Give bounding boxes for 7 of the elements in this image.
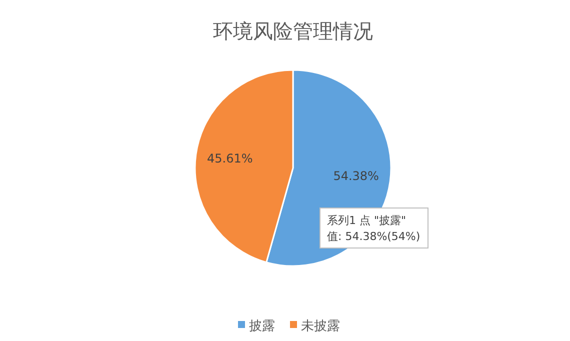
text: 值: 54.38%(54%) [327, 230, 420, 243]
data-label: 54.38% [333, 169, 379, 184]
data-label: 45.61% [207, 152, 253, 166]
text: 系列1 点 "披露" [327, 214, 406, 227]
legend-label: 未披露 [301, 319, 340, 334]
chart-title: 环境风险管理情况 [213, 19, 373, 43]
legend-label: 披露 [249, 319, 275, 334]
